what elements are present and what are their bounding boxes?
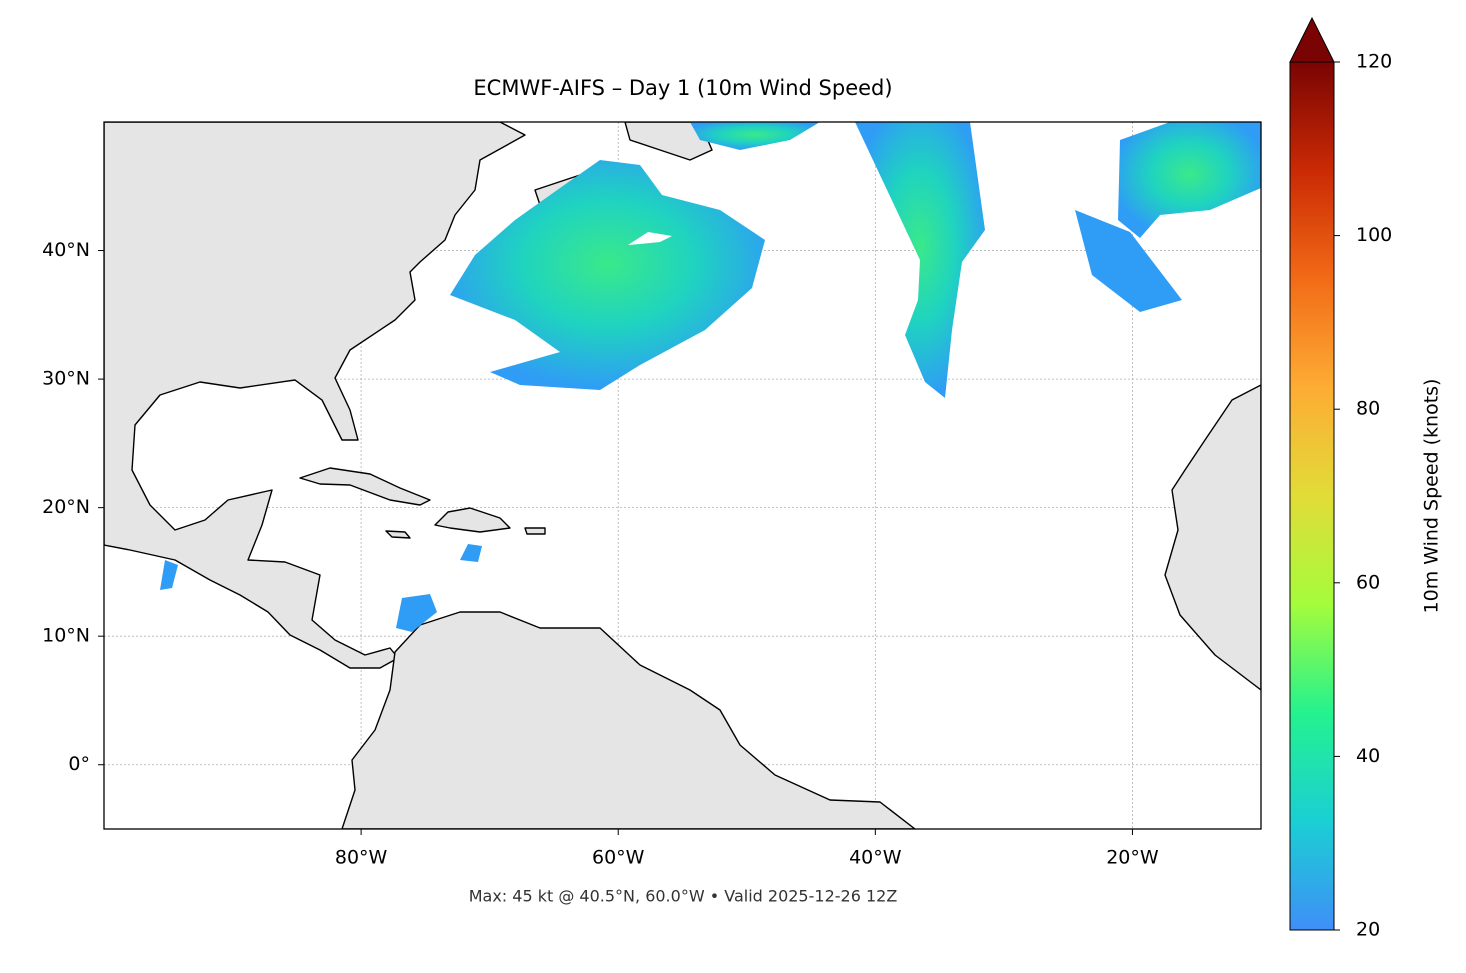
wind-swath (160, 560, 178, 590)
y-tick-label: 10°N (42, 625, 90, 647)
puerto-rico (524, 527, 546, 535)
colorbar-tick-label: 120 (1356, 51, 1392, 73)
y-tick-label: 30°N (42, 368, 90, 390)
hispaniola (434, 507, 511, 533)
x-tick-label: 60°W (592, 847, 645, 869)
chart-title: ECMWF-AIFS – Day 1 (10m Wind Speed) (473, 76, 892, 100)
wind-eye (628, 232, 672, 245)
north-america (104, 122, 526, 669)
wind-swath (855, 122, 985, 398)
wind-swath (1118, 122, 1261, 238)
x-tick-label: 20°W (1106, 847, 1159, 869)
colorbar-tick-label: 60 (1356, 571, 1380, 593)
colorbar-tick-label: 20 (1356, 919, 1380, 941)
south-america (341, 611, 916, 829)
colorbar-extend (1289, 16, 1335, 63)
wind-swath (1075, 210, 1182, 312)
map (104, 122, 1261, 829)
axes: 80°W 60°W 40°W 20°W 0° 10°N 20°N 30°N 40°N (42, 239, 1159, 868)
africa (1164, 384, 1261, 691)
colorbar-label: 10m Wind Speed (knots) (1421, 379, 1443, 614)
x-tick-label: 80°W (335, 847, 388, 869)
colorbar: 10m Wind Speed (knots) 20 40 60 80 100 120 (1289, 16, 1443, 941)
colorbar-tick-label: 100 (1356, 224, 1392, 246)
y-tick-label: 40°N (42, 239, 90, 261)
y-tick-label: 0° (68, 753, 90, 775)
wind-swath (450, 160, 765, 390)
wind-swath (690, 122, 820, 150)
wind-swath (396, 594, 437, 632)
annotation: Max: 45 kt @ 40.5°N, 60.0°W • Valid 2025… (469, 887, 898, 906)
colorbar-tick-label: 80 (1356, 398, 1380, 420)
newfoundland (624, 122, 713, 161)
jamaica (385, 530, 411, 539)
cuba (299, 467, 431, 506)
y-tick-label: 20°N (42, 496, 90, 518)
map-frame (103, 121, 1262, 830)
x-tick-label: 40°W (849, 847, 902, 869)
colorbar-bar (1289, 61, 1335, 931)
colorbar-tick-label: 40 (1356, 745, 1380, 767)
wind-swath (460, 544, 482, 562)
